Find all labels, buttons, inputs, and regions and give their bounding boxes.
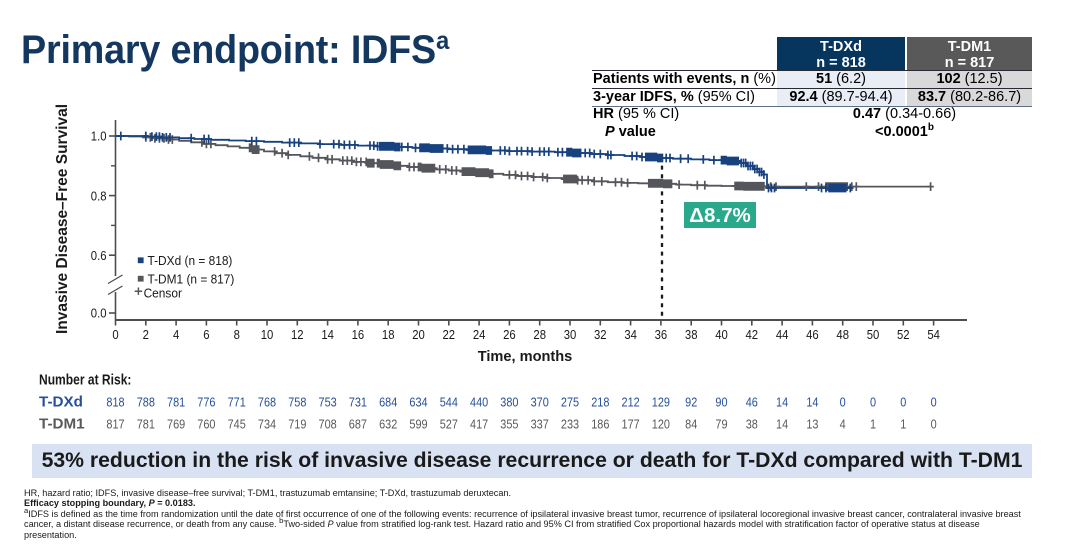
svg-text:16: 16 xyxy=(352,327,365,342)
svg-text:14: 14 xyxy=(321,327,334,342)
svg-text:8: 8 xyxy=(234,327,240,342)
svg-text:44: 44 xyxy=(776,327,789,342)
svg-text:26: 26 xyxy=(503,327,516,342)
svg-text:14: 14 xyxy=(776,417,788,432)
svg-text:1: 1 xyxy=(900,417,906,432)
svg-text:52: 52 xyxy=(897,327,910,342)
svg-text:T-DM1: T-DM1 xyxy=(39,416,85,433)
svg-text:734: 734 xyxy=(258,417,276,432)
svg-text:38: 38 xyxy=(746,417,758,432)
svg-text:355: 355 xyxy=(500,417,518,432)
svg-text:632: 632 xyxy=(379,417,397,432)
svg-text:753: 753 xyxy=(318,395,336,410)
svg-text:818: 818 xyxy=(106,395,124,410)
svg-text:12: 12 xyxy=(291,327,304,342)
svg-text:380: 380 xyxy=(500,395,518,410)
svg-text:92: 92 xyxy=(685,395,697,410)
svg-text:4: 4 xyxy=(840,417,846,432)
svg-text:48: 48 xyxy=(836,327,849,342)
svg-text:0: 0 xyxy=(112,327,118,342)
svg-text:440: 440 xyxy=(470,395,488,410)
svg-text:46: 46 xyxy=(806,327,819,342)
svg-text:708: 708 xyxy=(318,417,336,432)
svg-text:50: 50 xyxy=(867,327,880,342)
svg-text:0: 0 xyxy=(931,417,937,432)
svg-text:599: 599 xyxy=(409,417,427,432)
svg-text:40: 40 xyxy=(715,327,728,342)
svg-text:0: 0 xyxy=(840,395,846,410)
svg-text:745: 745 xyxy=(228,417,246,432)
svg-text:28: 28 xyxy=(533,327,546,342)
svg-text:769: 769 xyxy=(167,417,185,432)
svg-text:212: 212 xyxy=(621,395,639,410)
svg-text:120: 120 xyxy=(652,417,670,432)
svg-text:417: 417 xyxy=(470,417,488,432)
svg-text:36: 36 xyxy=(655,327,668,342)
svg-text:Censor: Censor xyxy=(144,286,182,301)
svg-text:0.0: 0.0 xyxy=(91,306,107,321)
svg-text:1: 1 xyxy=(870,417,876,432)
svg-text:6: 6 xyxy=(203,327,209,342)
svg-text:758: 758 xyxy=(288,395,306,410)
svg-text:13: 13 xyxy=(806,417,818,432)
svg-text:129: 129 xyxy=(652,395,670,410)
svg-text:38: 38 xyxy=(685,327,698,342)
svg-text:1.0: 1.0 xyxy=(91,129,107,144)
svg-text:817: 817 xyxy=(106,417,124,432)
svg-text:T-DXd (n = 818): T-DXd (n = 818) xyxy=(148,253,233,268)
svg-text:4: 4 xyxy=(173,327,179,342)
svg-text:10: 10 xyxy=(261,327,274,342)
svg-text:34: 34 xyxy=(624,327,637,342)
svg-text:18: 18 xyxy=(382,327,395,342)
svg-text:337: 337 xyxy=(531,417,549,432)
svg-text:0: 0 xyxy=(931,395,937,410)
svg-text:14: 14 xyxy=(776,395,788,410)
svg-text:30: 30 xyxy=(564,327,577,342)
svg-text:24: 24 xyxy=(473,327,486,342)
svg-text:768: 768 xyxy=(258,395,276,410)
svg-text:Number at Risk:: Number at Risk: xyxy=(39,371,131,387)
svg-text:684: 684 xyxy=(379,395,397,410)
svg-text:527: 527 xyxy=(440,417,458,432)
svg-text:186: 186 xyxy=(591,417,609,432)
svg-text:14: 14 xyxy=(806,395,818,410)
svg-text:T-DM1 (n = 817): T-DM1 (n = 817) xyxy=(148,272,235,287)
svg-text:544: 544 xyxy=(440,395,458,410)
svg-text:0: 0 xyxy=(900,395,906,410)
svg-text:84: 84 xyxy=(685,417,697,432)
svg-text:90: 90 xyxy=(715,395,727,410)
svg-text:233: 233 xyxy=(561,417,579,432)
svg-text:54: 54 xyxy=(927,327,940,342)
svg-text:719: 719 xyxy=(288,417,306,432)
svg-text:771: 771 xyxy=(228,395,246,410)
svg-text:42: 42 xyxy=(746,327,759,342)
svg-text:634: 634 xyxy=(409,395,427,410)
svg-text:776: 776 xyxy=(197,395,215,410)
svg-text:20: 20 xyxy=(412,327,425,342)
svg-text:0.6: 0.6 xyxy=(91,248,107,263)
svg-text:T-DXd: T-DXd xyxy=(39,394,83,411)
svg-text:760: 760 xyxy=(197,417,215,432)
svg-text:Invasive Disease–Free Survival: Invasive Disease–Free Survival xyxy=(54,104,71,334)
svg-text:370: 370 xyxy=(531,395,549,410)
svg-text:218: 218 xyxy=(591,395,609,410)
svg-text:32: 32 xyxy=(594,327,607,342)
svg-text:Time, months: Time, months xyxy=(478,349,573,365)
svg-text:22: 22 xyxy=(443,327,456,342)
svg-text:Δ8.7%: Δ8.7% xyxy=(689,204,750,227)
svg-text:781: 781 xyxy=(137,417,155,432)
svg-text:0.8: 0.8 xyxy=(91,188,107,203)
svg-text:0: 0 xyxy=(870,395,876,410)
svg-text:731: 731 xyxy=(349,395,367,410)
svg-text:79: 79 xyxy=(715,417,727,432)
svg-text:275: 275 xyxy=(561,395,579,410)
svg-text:781: 781 xyxy=(167,395,185,410)
svg-text:788: 788 xyxy=(137,395,155,410)
svg-text:687: 687 xyxy=(349,417,367,432)
svg-text:177: 177 xyxy=(621,417,639,432)
svg-text:46: 46 xyxy=(746,395,758,410)
svg-text:2: 2 xyxy=(143,327,149,342)
